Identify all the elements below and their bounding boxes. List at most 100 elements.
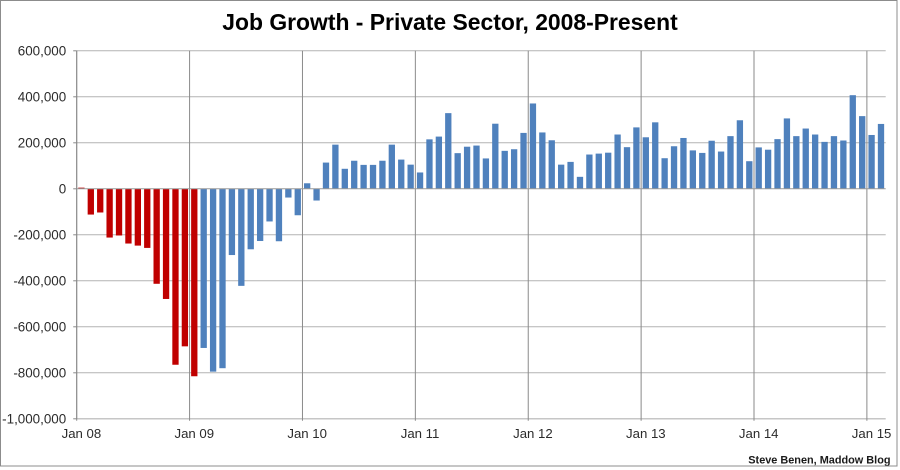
bar-Sep-2009	[266, 188, 273, 222]
y-tick-label: -800,000	[13, 365, 66, 380]
bars	[78, 95, 885, 377]
bar-Dec-2014	[859, 116, 866, 189]
bar-Dec-2008	[181, 188, 189, 347]
bar-Sep-2011	[492, 123, 499, 189]
x-tick-label: Jan 12	[513, 426, 553, 441]
bar-May-2013	[680, 137, 687, 189]
bar-Apr-2008	[106, 188, 113, 238]
bar-Jun-2012	[576, 176, 584, 189]
bar-May-2009	[228, 188, 236, 256]
bar-Jan-2013	[642, 137, 649, 189]
bar-Feb-2011	[426, 139, 433, 189]
bar-Aug-2011	[482, 158, 490, 189]
bar-Jul-2013	[699, 152, 706, 189]
bar-Jan-2010	[304, 183, 311, 189]
bar-Dec-2010	[407, 164, 414, 189]
bar-Jun-2014	[802, 128, 809, 189]
bar-Jul-2010	[360, 164, 367, 189]
bar-Feb-2014	[764, 149, 772, 189]
axis-labels: Jan 08 Jan 09 Jan 10 Jan 11 Jan 12 Jan 13 Jan …	[2, 43, 891, 440]
bar-Aug-2014	[821, 141, 828, 189]
bar-Mar-2013	[661, 158, 668, 189]
bar-Apr-2009	[219, 188, 226, 369]
bar-Oct-2010	[388, 144, 395, 189]
y-tick-label: -600,000	[13, 319, 66, 334]
bar-Sep-2008	[153, 188, 160, 284]
bar-Jul-2008	[134, 188, 141, 246]
bar-May-2010	[341, 168, 348, 189]
bar-Oct-2008	[162, 188, 170, 299]
bar-Oct-2009	[275, 188, 283, 242]
bar-Dec-2011	[520, 132, 527, 189]
x-tick-label: Jan 11	[401, 426, 440, 441]
bar-Mar-2012	[548, 140, 555, 189]
bar-Jan-2015	[868, 134, 875, 189]
bar-Mar-2008	[97, 188, 104, 213]
bar-Mar-2009	[209, 188, 217, 372]
y-tick-label: -400,000	[13, 273, 66, 288]
bar-Sep-2010	[379, 160, 386, 189]
bar-Nov-2013	[736, 120, 744, 189]
bar-Jun-2013	[689, 150, 697, 189]
bar-Jan-2014	[755, 147, 762, 189]
bar-Nov-2008	[172, 188, 179, 365]
bar-Jan-2011	[416, 172, 424, 189]
bar-Nov-2009	[285, 188, 292, 198]
bar-Feb-2009	[200, 188, 207, 348]
bar-Jul-2011	[473, 145, 480, 189]
bar-Feb-2010	[313, 188, 320, 201]
y-tick-label: 0	[59, 181, 66, 196]
gridlines	[76, 50, 886, 421]
y-tick-label: 200,000	[18, 135, 66, 150]
bar-Dec-2013	[746, 161, 753, 189]
bar-Apr-2012	[558, 164, 565, 189]
bar-Mar-2011	[435, 136, 443, 189]
bar-May-2011	[454, 153, 461, 189]
bar-Nov-2011	[510, 149, 518, 189]
axes	[73, 50, 886, 420]
bar-May-2008	[115, 188, 123, 236]
bar-Apr-2011	[445, 113, 452, 189]
x-tick-label: Jan 14	[739, 426, 779, 441]
x-tick-label: Jan 09	[174, 426, 214, 441]
bar-Aug-2009	[256, 188, 264, 242]
bar-May-2012	[567, 161, 574, 189]
bar-Mar-2014	[774, 139, 781, 189]
bar-Jan-2012	[529, 103, 537, 189]
bar-Aug-2013	[708, 140, 715, 189]
x-tick-label: Jan 15	[852, 426, 892, 441]
bar-Oct-2014	[840, 140, 847, 189]
bar-Nov-2014	[849, 95, 856, 189]
attribution-credit: Steve Benen, Maddow Blog	[748, 455, 890, 467]
bar-Sep-2013	[717, 151, 725, 189]
bar-Jan-2008	[78, 187, 85, 189]
bar-Aug-2010	[369, 164, 377, 189]
x-tick-label: Jan 10	[287, 426, 327, 441]
bar-Jul-2012	[586, 154, 593, 189]
x-tick-label: Jan 13	[626, 426, 666, 441]
bar-Jul-2009	[247, 188, 254, 250]
y-tick-label: -1,000,000	[2, 411, 66, 426]
bar-Jan-2009	[191, 188, 198, 377]
bar-May-2014	[793, 136, 800, 189]
bar-Sep-2014	[830, 136, 838, 189]
bar-Mar-2010	[322, 162, 330, 189]
bar-Sep-2012	[605, 152, 612, 189]
bar-Aug-2008	[144, 188, 151, 248]
bar-Nov-2010	[398, 159, 405, 189]
y-tick-label: 600,000	[18, 43, 66, 58]
x-tick-label: Jan 08	[62, 426, 102, 441]
bar-Oct-2012	[614, 134, 621, 189]
bar-Nov-2012	[623, 147, 631, 189]
bar-Oct-2011	[501, 150, 508, 189]
bar-Feb-2013	[652, 122, 659, 189]
bar-Dec-2012	[633, 127, 640, 189]
bar-Jun-2009	[238, 188, 245, 286]
bar-Jul-2014	[811, 134, 819, 189]
bar-Feb-2008	[87, 188, 94, 215]
y-tick-label: -200,000	[13, 227, 66, 242]
bar-Dec-2009	[294, 188, 301, 216]
